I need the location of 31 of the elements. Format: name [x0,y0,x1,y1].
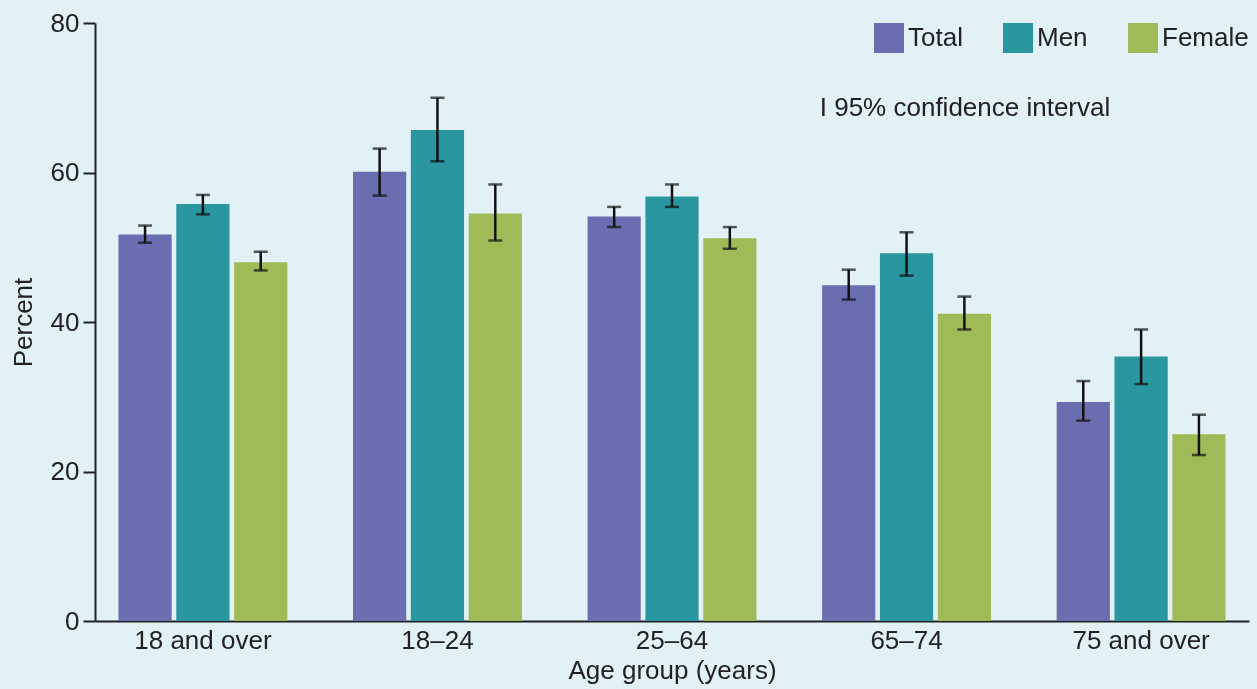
bar [587,216,641,621]
x-axis-title: Age group (years) [568,654,777,685]
y-tick-label: 80 [50,7,80,38]
x-tick-label: 75 and over [1072,624,1211,655]
bar [468,213,522,621]
x-tick-label: 18–24 [401,624,474,655]
bar [937,313,991,621]
bar [118,234,172,621]
bar [353,171,407,621]
x-tick-label: 18 and over [134,624,272,655]
x-tick-label: 25–64 [635,624,709,655]
y-tick-label: 40 [50,306,80,337]
bar [410,129,465,621]
y-tick-label: 20 [50,456,80,486]
bar [1172,434,1226,621]
bar [176,203,230,621]
legend-label: Female [1162,22,1249,52]
bar [234,262,288,621]
legend-label: Men [1037,22,1088,52]
y-tick-label: 0 [65,605,80,636]
bar [1114,356,1168,621]
bar [703,238,757,621]
legend-label: Total [908,22,963,52]
y-axis-title: Percent [7,276,38,368]
y-tick-label: 60 [50,157,80,187]
annotation: I 95% confidence interval [819,92,1111,122]
bar [879,253,934,621]
x-tick-label: 65–74 [870,624,943,655]
bar [1056,401,1110,621]
bar [645,196,699,621]
bar [822,285,876,621]
